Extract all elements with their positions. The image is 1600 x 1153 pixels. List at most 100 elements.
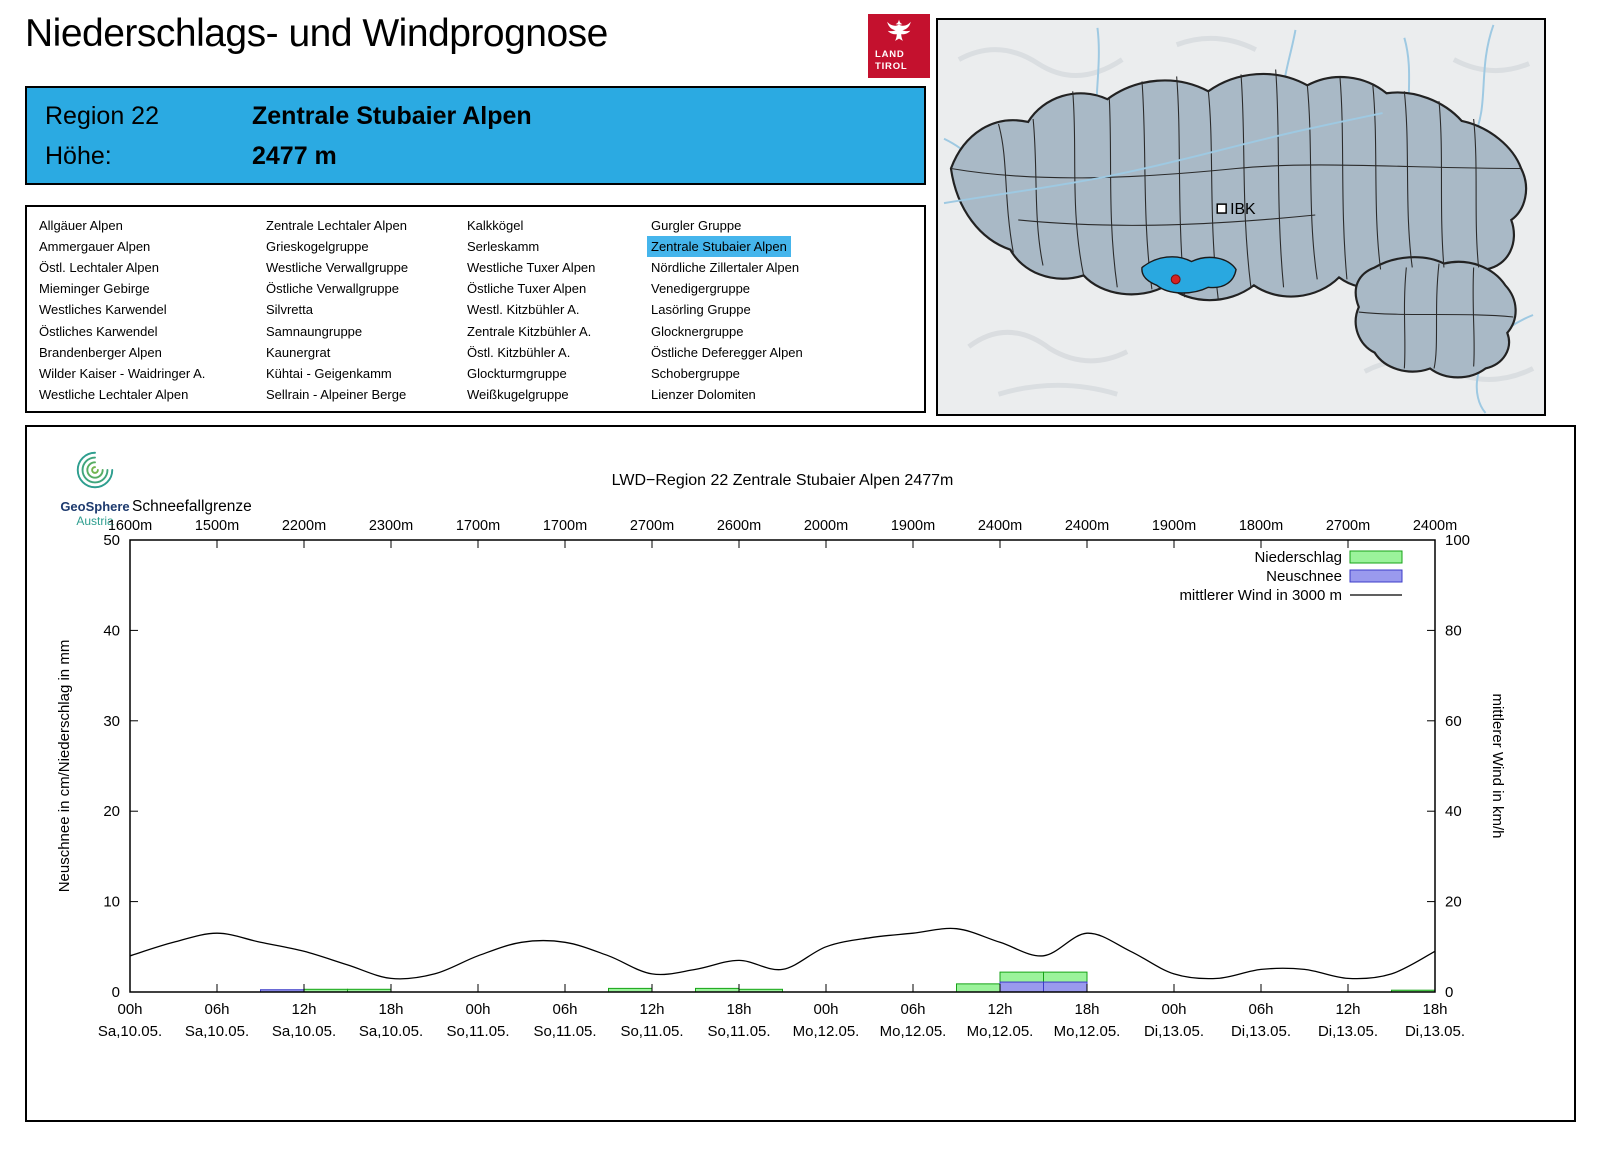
xtick-time: 12h [987,1001,1012,1018]
xtick-date: So,11.05. [707,1023,770,1040]
ytick-right: 80 [1445,622,1462,639]
ytick-left: 30 [103,713,120,730]
snowline-value: 2300m [369,518,413,534]
region-list-item[interactable]: Mieminger Gebirge [39,281,150,297]
xtick-time: 00h [117,1001,142,1018]
region-list-item[interactable]: Zentrale Lechtaler Alpen [266,217,407,233]
land-tirol-wordmark: LAND TIROL [875,49,908,72]
xtick-time: 18h [726,1001,751,1018]
region-list-item[interactable]: Glockturmgruppe [467,365,567,381]
map-region-highlight[interactable] [1141,256,1237,294]
region-list-item[interactable]: Östliche Deferegger Alpen [651,344,803,360]
xtick-time: 12h [639,1001,664,1018]
region-list-item[interactable]: Östliches Karwendel [39,323,158,339]
region-list-item[interactable]: Kaunergrat [266,344,331,360]
region-list-item[interactable]: Allgäuer Alpen [39,217,123,233]
region-list-item[interactable]: Glocknergruppe [651,323,744,339]
ytick-left: 10 [103,894,120,911]
neuschnee-bar [999,981,1044,993]
region-list-item[interactable]: Westliche Verwallgruppe [266,259,409,275]
snowline-value: 2000m [804,518,848,534]
xtick-date: Sa,10.05. [272,1023,336,1040]
snowline-value: 1600m [108,518,152,534]
snowline-value: 2600m [717,518,761,534]
region-list-item[interactable]: Serleskamm [467,238,540,254]
region-header: Region 22 Zentrale Stubaier Alpen Höhe: … [25,86,926,185]
snowline-value: 1900m [1152,518,1196,534]
xtick-date: Sa,10.05. [98,1023,162,1040]
xtick-date: Di,13.05. [1231,1023,1291,1040]
region-list-item[interactable]: Östl. Lechtaler Alpen [39,259,159,275]
region-list-item[interactable]: Samnaungruppe [266,323,363,339]
legend-swatch [1349,550,1403,564]
ytick-left: 20 [103,803,120,820]
legend-label: Neuschnee [1266,568,1342,585]
region-list-item[interactable]: Silvretta [266,302,313,318]
xtick-date: Mo,12.05. [793,1023,860,1040]
inn-river [943,112,1383,205]
station-dot [1170,274,1181,285]
geosphere-icon [76,451,114,489]
map-landmass [949,72,1528,302]
region-list-column-2: Zentrale Lechtaler Alpen Grieskogelgruppe… [262,215,463,411]
xtick-date: Sa,10.05. [185,1023,249,1040]
region-list-item[interactable]: Gurgler Gruppe [651,217,742,233]
neuschnee-bar [1043,981,1088,993]
ytick-left: 50 [103,532,120,549]
region-list-item[interactable]: Ammergauer Alpen [39,238,151,254]
region-list-item[interactable]: Zentrale Kitzbühler A. [467,323,592,339]
tirol-map[interactable]: IBK [936,18,1546,416]
region-list-column-4: Gurgler Gruppe Zentrale Stubaier Alpen Nör… [647,215,917,411]
ytick-right: 60 [1445,713,1462,730]
region-list-item[interactable]: Westliche Lechtaler Alpen [39,387,189,403]
xtick-time: 18h [1074,1001,1099,1018]
xtick-time: 06h [1248,1001,1273,1018]
region-list-item[interactable]: Nördliche Zillertaler Alpen [651,259,800,275]
region-list-item[interactable]: Westliches Karwendel [39,302,167,318]
xtick-date: Sa,10.05. [359,1023,423,1040]
region-list-item[interactable]: Lasörling Gruppe [651,302,751,318]
wind-line [129,927,1436,980]
page-title: Niederschlags- und Windprognose [25,12,608,55]
region-list-item[interactable]: Westl. Kitzbühler A. [467,302,580,318]
ytick-right: 0 [1445,984,1453,1001]
region-list-item[interactable]: Östliche Tuxer Alpen [467,281,587,297]
region-list-item[interactable]: Westliche Tuxer Alpen [467,259,596,275]
legend-label: Niederschlag [1254,549,1342,566]
region-list-item[interactable]: Weißkugelgruppe [467,387,569,403]
region-number-label: Region 22 [45,102,159,130]
region-list-column-1: Allgäuer Alpen Ammergauer Alpen Östl. Lech… [35,215,262,411]
region-list-column-3: Kalkkögel Serleskamm Westliche Tuxer Alpen… [463,215,647,411]
region-name-value: Zentrale Stubaier Alpen [252,102,532,130]
region-list-item[interactable]: Sellrain - Alpeiner Berge [266,387,407,403]
tirol-eagle-icon [887,19,911,41]
region-list-item[interactable]: Kalkkögel [467,217,524,233]
xtick-date: Di,13.05. [1318,1023,1378,1040]
snowline-value: 2400m [1065,518,1109,534]
map-region-borders [950,69,1522,369]
ytick-left: 40 [103,622,120,639]
region-list-item[interactable]: Venedigergruppe [651,281,751,297]
legend-swatch [1349,569,1403,583]
region-list: Allgäuer Alpen Ammergauer Alpen Östl. Lech… [25,205,926,413]
snowline-value: 1700m [543,518,587,534]
region-list-item[interactable]: Wilder Kaiser - Waidringer A. [39,365,206,381]
xtick-time: 18h [378,1001,403,1018]
xtick-time: 00h [1161,1001,1186,1018]
snowline-value: 1800m [1239,518,1283,534]
region-list-item[interactable]: Schobergruppe [651,365,740,381]
snowline-value: 2700m [1326,518,1370,534]
xtick-date: So,11.05. [620,1023,683,1040]
region-list-item[interactable]: Brandenberger Alpen [39,344,162,360]
region-list-item[interactable]: Kühtai - Geigenkamm [266,365,392,381]
xtick-time: 12h [1335,1001,1360,1018]
altitude-value: 2477 m [252,142,337,170]
region-list-item-selected[interactable]: Zentrale Stubaier Alpen [647,236,791,258]
region-list-item[interactable]: Östl. Kitzbühler A. [467,344,571,360]
region-list-item[interactable]: Östliche Verwallgruppe [266,281,399,297]
region-list-item[interactable]: Lienzer Dolomiten [651,387,756,403]
region-list-item[interactable]: Grieskogelgruppe [266,238,369,254]
snowline-value: 2400m [1413,518,1457,534]
forecast-chart-panel: GeoSphere Austria LWD−Region 22 Zentrale… [25,425,1576,1122]
